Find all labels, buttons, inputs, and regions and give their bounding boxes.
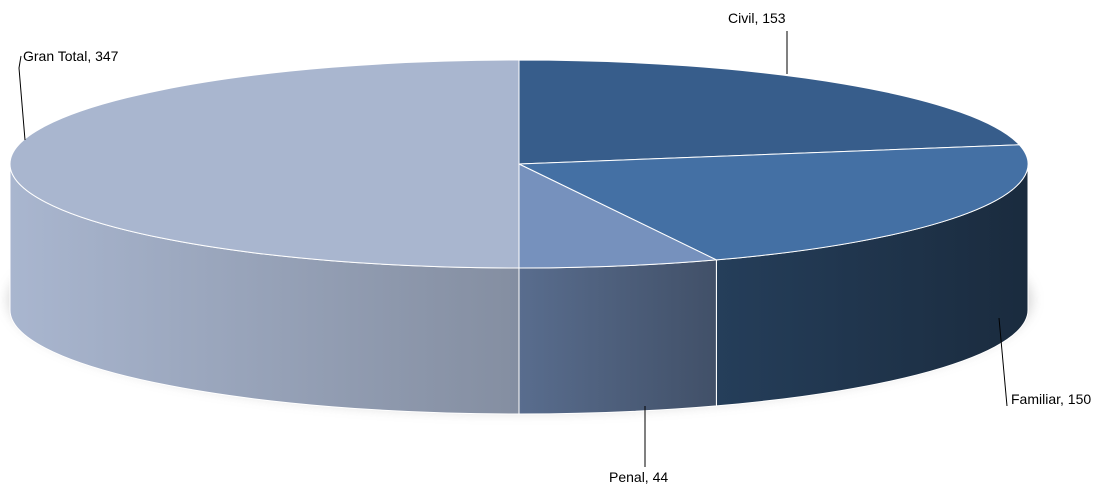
data-label-gran-total: Gran Total, 347	[23, 48, 119, 64]
leader-line-familiar	[998, 317, 1008, 407]
data-label-familiar: Familiar, 150	[1011, 391, 1091, 407]
data-labels: Civil, 153 Familiar, 150 Penal, 44 Gran Tot…	[23, 10, 1091, 485]
leader-lines	[18, 31, 1008, 467]
data-label-civil: Civil, 153	[728, 10, 786, 26]
pie-slice-penal	[518, 163, 719, 269]
leader-line-gran-total	[18, 55, 26, 141]
pie-side-penal	[518, 259, 717, 415]
pie-top	[9, 59, 1029, 269]
data-label-penal: Penal, 44	[609, 469, 668, 485]
pie-slice-familiar	[518, 144, 1029, 261]
pie-sides	[9, 163, 1029, 415]
pie-slice-civil	[518, 59, 1021, 165]
pie-slice-gran-total	[9, 59, 520, 269]
